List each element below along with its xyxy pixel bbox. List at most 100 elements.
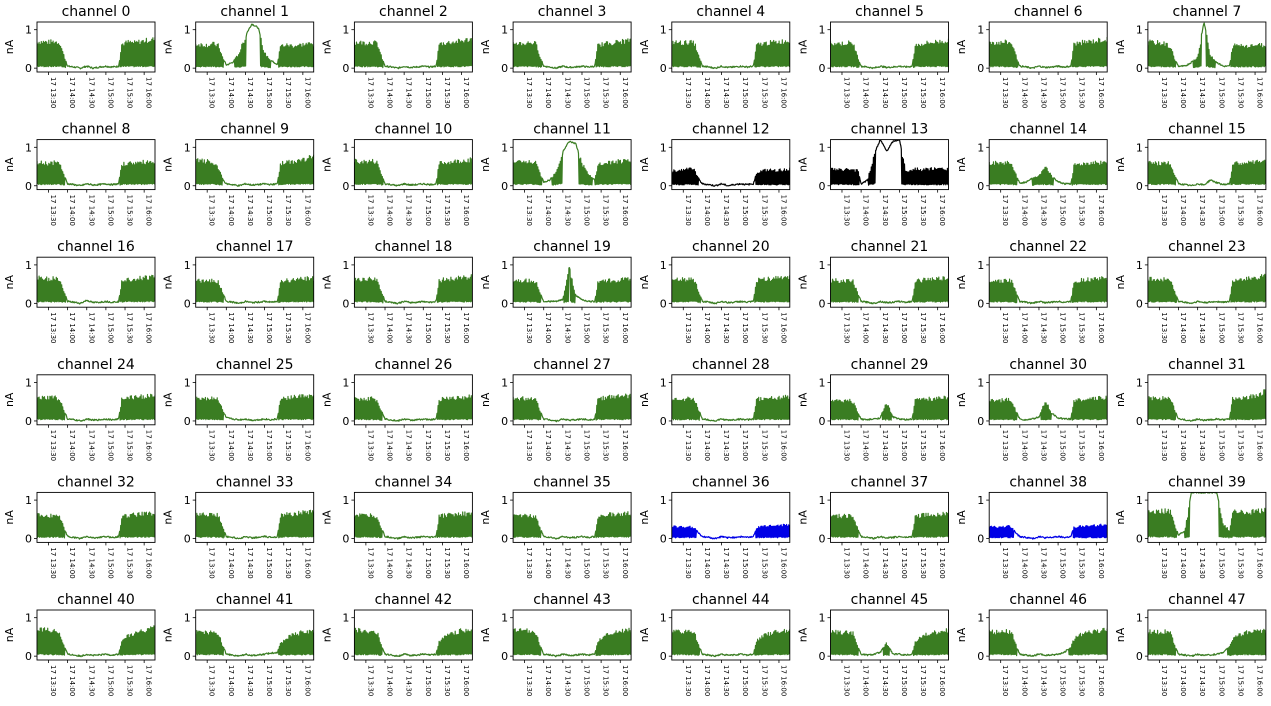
x-tick-label: 17 15:00 [1217, 665, 1225, 696]
y-axis-label: nA [797, 510, 810, 525]
x-tick-label: 17 14:30 [563, 195, 571, 226]
series-line [671, 167, 790, 187]
axes-frame [512, 21, 632, 73]
x-tick-label: 17 15:30 [602, 77, 610, 108]
x-tick-label: 17 14:00 [703, 430, 711, 461]
x-tick-label: 17 14:00 [1020, 312, 1028, 343]
panel-title: channel 34 [375, 474, 453, 490]
panel-title: channel 27 [533, 357, 611, 373]
x-tick-label: 17 16:00 [1097, 665, 1105, 696]
x-tick-label: 17 13:30 [1160, 312, 1168, 343]
x-tick-label: 17 15:00 [265, 312, 273, 343]
x-tick-label: 17 14:30 [246, 195, 254, 226]
panel-5: channel 5 nA 0 1 17 13:30 17 14:00 17 14:30 17 … [797, 4, 949, 108]
x-tick-label: 17 15:30 [760, 195, 768, 226]
x-tick-label: 17 14:30 [722, 77, 730, 108]
x-tick-label: 17 14:00 [862, 430, 870, 461]
y-tick-label: 0 [977, 533, 984, 546]
x-tick-label: 17 16:00 [1256, 430, 1264, 461]
x-tick-label: 17 15:30 [760, 547, 768, 578]
y-tick-label: 1 [25, 376, 32, 389]
x-tick-label: 17 15:30 [602, 195, 610, 226]
panel-6: channel 6 nA 0 1 17 13:30 17 14:00 17 14:30 17 … [955, 4, 1108, 108]
panel-30: channel 30 nA 0 1 17 13:30 17 14:00 17 14:30 17… [955, 357, 1108, 461]
x-tick-label: 17 15:00 [106, 312, 114, 343]
panel-title: channel 13 [851, 122, 929, 138]
x-tick-label: 17 16:00 [779, 77, 787, 108]
x-tick-label: 17 15:00 [424, 77, 432, 108]
x-tick-label: 17 16:00 [303, 77, 311, 108]
y-tick-label: 1 [342, 24, 349, 37]
panel-29: channel 29 nA 0 1 17 13:30 17 14:00 17 14:30 17… [797, 357, 949, 461]
axes-frame [353, 609, 473, 661]
x-tick-label: 17 16:00 [1256, 665, 1264, 696]
panel-title: channel 5 [855, 4, 924, 20]
y-tick-label: 1 [819, 612, 826, 625]
y-tick-label: 1 [501, 141, 508, 154]
panel-title: channel 12 [692, 122, 770, 138]
series-line [513, 393, 632, 423]
panel-title: channel 19 [533, 239, 611, 255]
y-axis-label: nA [638, 39, 651, 54]
x-tick-label: 17 16:00 [145, 547, 153, 578]
series-line [354, 511, 473, 540]
x-tick-label: 17 13:30 [366, 665, 374, 696]
panel-title: channel 26 [375, 357, 453, 373]
y-axis-label: nA [955, 157, 968, 172]
x-tick-label: 17 13:30 [1001, 547, 1009, 578]
panel-20: channel 20 nA 0 1 17 13:30 17 14:00 17 14:30 17… [638, 239, 791, 344]
panel-27: channel 27 nA 0 1 17 13:30 17 14:00 17 14:30 17… [479, 357, 632, 461]
x-tick-label: 17 14:30 [1198, 665, 1206, 696]
series-line [513, 511, 632, 540]
y-tick-label: 0 [501, 62, 508, 75]
y-tick-label: 0 [977, 62, 984, 75]
x-tick-label: 17 16:00 [621, 665, 629, 696]
x-tick-label: 17 15:00 [106, 547, 114, 578]
axes-frame [512, 374, 632, 426]
axes-frame [671, 139, 791, 191]
y-tick-label: 0 [184, 62, 191, 75]
axes-frame [1147, 374, 1267, 426]
x-tick-label: 17 15:30 [1078, 77, 1086, 108]
x-tick-label: 17 14:30 [246, 77, 254, 108]
y-axis-label: nA [797, 39, 810, 54]
x-tick-label: 17 13:30 [208, 430, 216, 461]
series-line [354, 394, 473, 422]
x-tick-label: 17 14:00 [386, 665, 394, 696]
x-tick-label: 17 14:30 [246, 547, 254, 578]
panel-title: channel 22 [1009, 239, 1087, 255]
x-tick-label: 17 14:30 [405, 77, 413, 108]
x-tick-label: 17 15:30 [1236, 430, 1244, 461]
y-axis-label: nA [162, 627, 175, 642]
x-tick-label: 17 14:00 [227, 195, 235, 226]
axes-frame [512, 139, 632, 191]
x-tick-label: 17 16:00 [145, 312, 153, 343]
axes-frame [36, 256, 156, 308]
y-tick-label: 1 [660, 494, 667, 507]
panel-title: channel 46 [1009, 592, 1087, 608]
y-tick-label: 0 [342, 650, 349, 663]
x-tick-label: 17 13:30 [684, 547, 692, 578]
panel-0: channel 0 nA 0 1 17 13:30 17 14:00 17 14:30 17 … [3, 4, 156, 108]
y-tick-label: 1 [501, 612, 508, 625]
x-tick-label: 17 15:00 [106, 665, 114, 696]
y-tick-label: 0 [977, 415, 984, 428]
x-tick-label: 17 14:00 [703, 665, 711, 696]
x-tick-label: 17 15:30 [760, 77, 768, 108]
x-tick-label: 17 14:30 [87, 665, 95, 696]
x-tick-label: 17 16:00 [462, 547, 470, 578]
x-tick-label: 17 16:00 [1097, 77, 1105, 108]
x-tick-label: 17 15:00 [424, 312, 432, 343]
y-axis-label: nA [797, 392, 810, 407]
panel-25: channel 25 nA 0 1 17 13:30 17 14:00 17 14:30 17… [162, 357, 315, 461]
x-tick-label: 17 13:30 [49, 195, 57, 226]
y-tick-label: 0 [660, 650, 667, 663]
y-tick-label: 0 [977, 180, 984, 193]
y-axis-label: nA [1114, 274, 1127, 289]
panel-title: channel 23 [1168, 239, 1246, 255]
axes-frame [671, 256, 791, 308]
panel-40: channel 40 nA 0 1 17 13:30 17 14:00 17 14:30 17… [3, 592, 156, 696]
x-tick-label: 17 13:30 [842, 665, 850, 696]
panel-title: channel 31 [1168, 357, 1246, 373]
x-tick-label: 17 13:30 [1001, 665, 1009, 696]
